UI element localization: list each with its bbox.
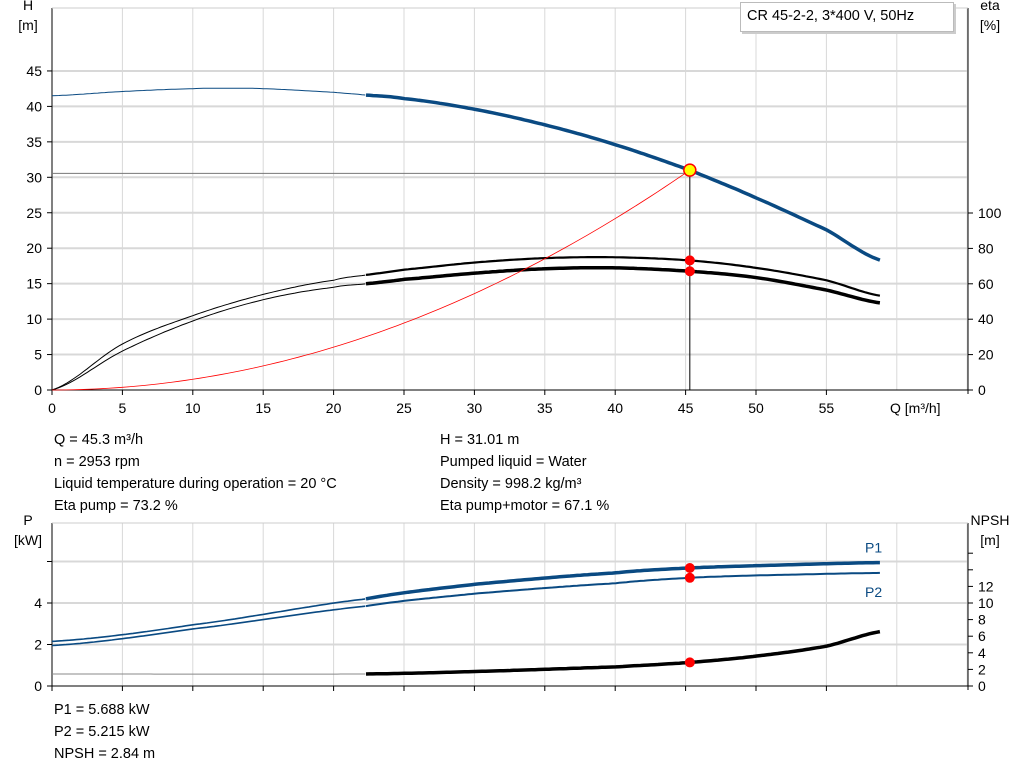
info-p1: P1 = 5.688 kW [54,702,150,718]
y-tick-label: 35 [26,134,42,150]
P2-curve-extrapolated [51,605,366,647]
y-axis-label: H [23,0,33,13]
x-tick-label: 30 [467,400,483,416]
operating-point-marker [683,163,697,177]
P1-curve-extrapolated [51,598,366,643]
info-density: Density = 998.2 kg/m³ [440,476,582,492]
eta_pump-curve-extrapolated [51,274,366,391]
y-tick-label: 4 [34,595,42,611]
info-top-right: H = 31.01 m Pumped liquid = Water Densit… [440,429,609,517]
chart-legend-pump-model: CR 45-2-2, 3*400 V, 50Hz [740,2,954,32]
P1-curve [365,560,880,601]
x-tick-label: 0 [48,400,56,416]
x-tick-label: 15 [255,400,271,416]
info-npsh: NPSH = 2.84 m [54,746,156,762]
y2-tick-label: 20 [978,347,994,363]
p2-marker [684,572,695,583]
y2-tick-label: 10 [978,595,994,611]
y2-axis-label: eta [980,0,1000,13]
x-tick-label: 35 [537,400,553,416]
info-top-left: Q = 45.3 m³/h n = 2953 rpm Liquid temper… [54,429,337,517]
y2-axis-unit: [%] [980,17,1000,33]
x-tick-label: 40 [607,400,623,416]
eta_pump-curve [365,256,881,297]
eta_pump_motor-curve-extrapolated [51,283,366,391]
y2-tick-label: 6 [978,628,986,644]
eta-pump-motor-marker [684,266,695,277]
H-curve-extrapolated [51,87,366,97]
x-tick-label: 50 [748,400,764,416]
p1-series-label: P1 [865,540,882,556]
info-bottom: P1 = 5.688 kW P2 = 5.215 kW NPSH = 2.84 … [54,699,155,765]
y-tick-label: 30 [26,169,42,185]
y-axis-label: P [23,512,32,528]
npsh-marker [684,657,695,668]
y2-tick-label: 4 [978,645,986,661]
H-curve [365,93,881,262]
x-axis-label: Q [m³/h] [890,400,941,416]
x-tick-label: 45 [678,400,694,416]
NPSH-curve [365,629,881,676]
y-tick-label: 25 [26,205,42,221]
x-tick-label: 25 [396,400,412,416]
info-eta-pump: Eta pump = 73.2 % [54,498,178,514]
info-liquid-temp: Liquid temperature during operation = 20… [54,476,337,492]
x-tick-label: 55 [819,400,835,416]
x-tick-label: 20 [326,400,342,416]
info-q: Q = 45.3 m³/h [54,432,144,448]
p1-marker [684,562,695,573]
y2-tick-label: 0 [978,678,986,694]
y2-tick-label: 100 [978,205,1002,221]
y-tick-label: 5 [34,347,42,363]
y-tick-label: 15 [26,276,42,292]
P2-curve [365,571,880,608]
eta-pump-marker [684,255,695,266]
x-tick-label: 10 [185,400,201,416]
y-tick-label: 40 [26,98,42,114]
system-curve [51,172,686,391]
y-axis-unit: [m] [18,17,37,33]
info-pumped-liquid: Pumped liquid = Water [440,454,587,470]
y-tick-label: 10 [26,311,42,327]
y-tick-label: 20 [26,240,42,256]
y2-tick-label: 8 [978,612,986,628]
y2-axis-unit: [m] [980,532,999,548]
info-eta-pump-motor: Eta pump+motor = 67.1 % [440,498,610,514]
y2-axis-label: NPSH [971,512,1010,528]
y2-tick-label: 40 [978,311,994,327]
x-tick-label: 5 [119,400,127,416]
y2-tick-label: 12 [978,578,994,594]
info-head: H = 31.01 m [440,432,520,448]
y-tick-label: 0 [34,678,42,694]
y-tick-label: 2 [34,637,42,653]
y-tick-label: 45 [26,63,42,79]
eta_pump_motor-curve [365,265,881,305]
y-axis-unit: [kW] [14,532,42,548]
y-tick-label: 0 [34,382,42,398]
info-speed: n = 2953 rpm [54,454,140,470]
y2-tick-label: 60 [978,276,994,292]
y2-tick-label: 80 [978,240,994,256]
y2-tick-label: 0 [978,382,986,398]
p2-series-label: P2 [865,584,882,600]
info-p2: P2 = 5.215 kW [54,724,150,740]
y2-tick-label: 2 [978,661,986,677]
